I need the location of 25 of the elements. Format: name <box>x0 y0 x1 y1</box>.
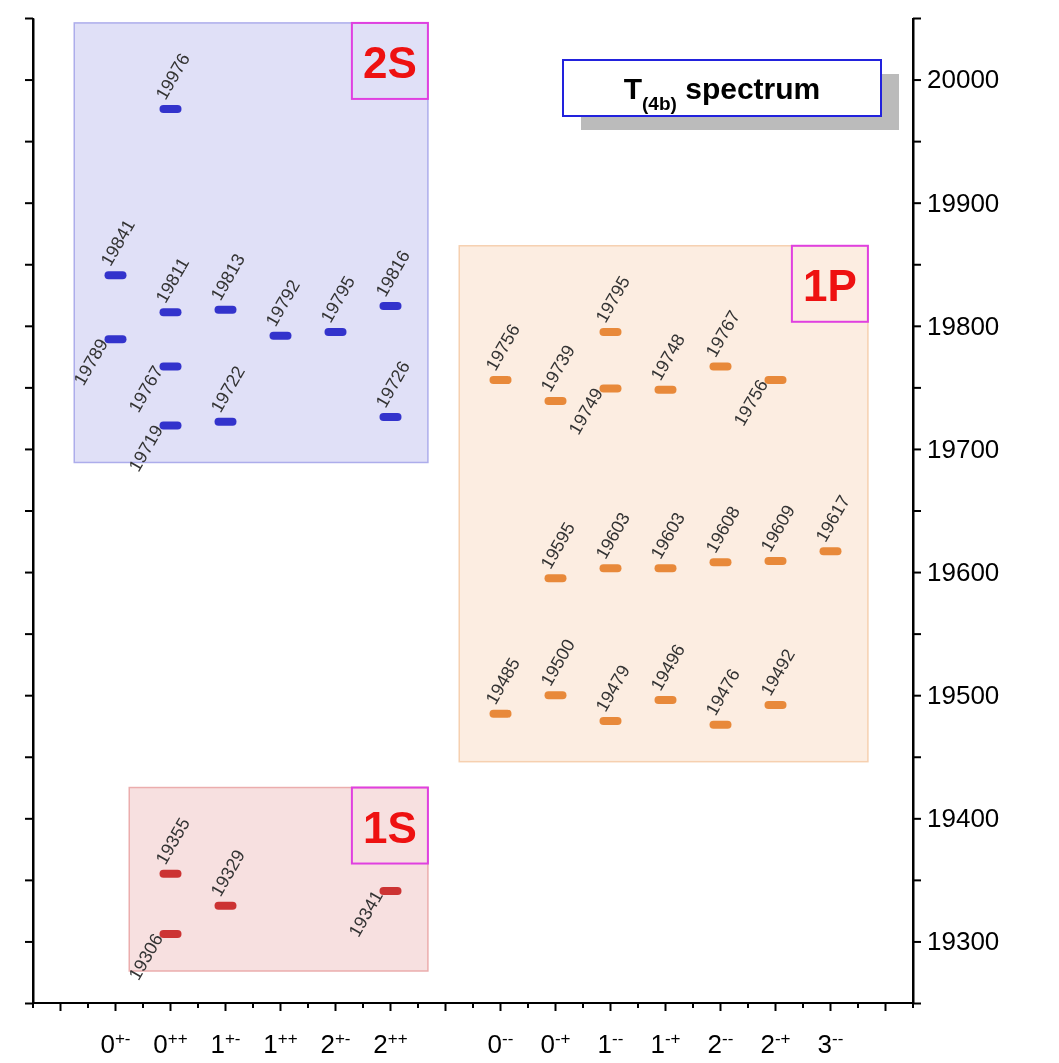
y-tick-label: 19700 <box>927 433 1000 464</box>
x-tick-label: 0$^{+-}$ <box>100 1028 131 1059</box>
x-tick-label: 1$^{+-}$ <box>210 1028 241 1059</box>
y-tick-label: 19800 <box>927 310 1000 341</box>
x-tick-label: 0$^{-+}$ <box>540 1028 571 1059</box>
series-label: 1P <box>802 260 857 310</box>
y-tick-label: 20000 <box>927 64 1000 95</box>
x-tick-label: 2$^{+-}$ <box>320 1028 351 1059</box>
x-tick-label: 2$^{++}$ <box>373 1028 408 1059</box>
x-tick-label: 1$^{--}$ <box>597 1028 624 1059</box>
x-tick-label: 3$^{--}$ <box>817 1028 844 1059</box>
x-tick-label: 2$^{--}$ <box>707 1028 734 1059</box>
x-tick-label: 1$^{-+}$ <box>650 1028 681 1059</box>
text: T$_{(4b)}$ spectrum <box>623 72 821 114</box>
x-tick-label: 0$^{--}$ <box>487 1028 514 1059</box>
y-tick-label: 19400 <box>927 803 1000 834</box>
y-tick-label: 19500 <box>927 680 1000 711</box>
x-tick-label: 0$^{++}$ <box>153 1028 188 1059</box>
x-tick-label: 2$^{-+}$ <box>760 1028 791 1059</box>
x-tick-label: 1$^{++}$ <box>263 1028 298 1059</box>
y-tick-label: 19900 <box>927 187 1000 218</box>
y-tick-label: 19300 <box>927 926 1000 957</box>
y-tick-label: 19600 <box>927 556 1000 587</box>
text: 2S <box>362 37 417 87</box>
series-label: 1S <box>362 802 417 852</box>
